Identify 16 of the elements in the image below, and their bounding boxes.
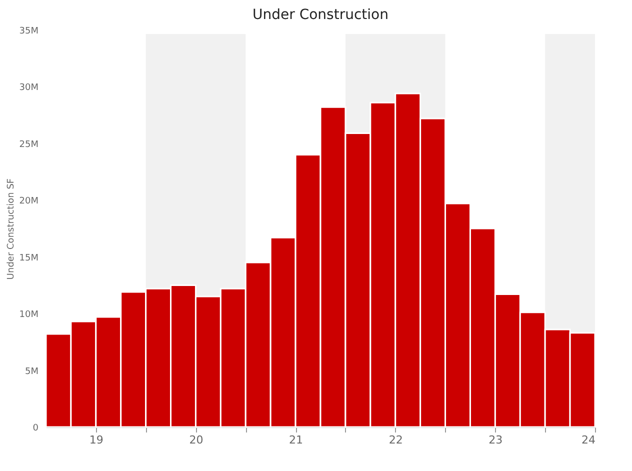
y-tick-label: 30M (19, 83, 38, 94)
y-tick-label: 25M (19, 140, 38, 150)
y-tick-label: 20M (19, 196, 38, 207)
y-tick-label: 5M (25, 366, 38, 377)
x-tick-label: 24 (582, 434, 596, 446)
y-tick-label: 35M (19, 26, 38, 36)
x-tick-label: 19 (89, 434, 104, 446)
x-tick-label: 20 (189, 434, 204, 446)
y-tick-label: 0 (32, 424, 39, 434)
y-tick-label: 15M (19, 253, 38, 264)
x-tick-label: 21 (289, 434, 304, 446)
chart-title: Under Construction (252, 7, 388, 23)
x-tick-label: 23 (488, 434, 503, 446)
y-tick-label: 10M (19, 310, 38, 320)
y-axis-title: Under Construction SF (6, 178, 16, 280)
x-tick-label: 22 (388, 434, 403, 446)
